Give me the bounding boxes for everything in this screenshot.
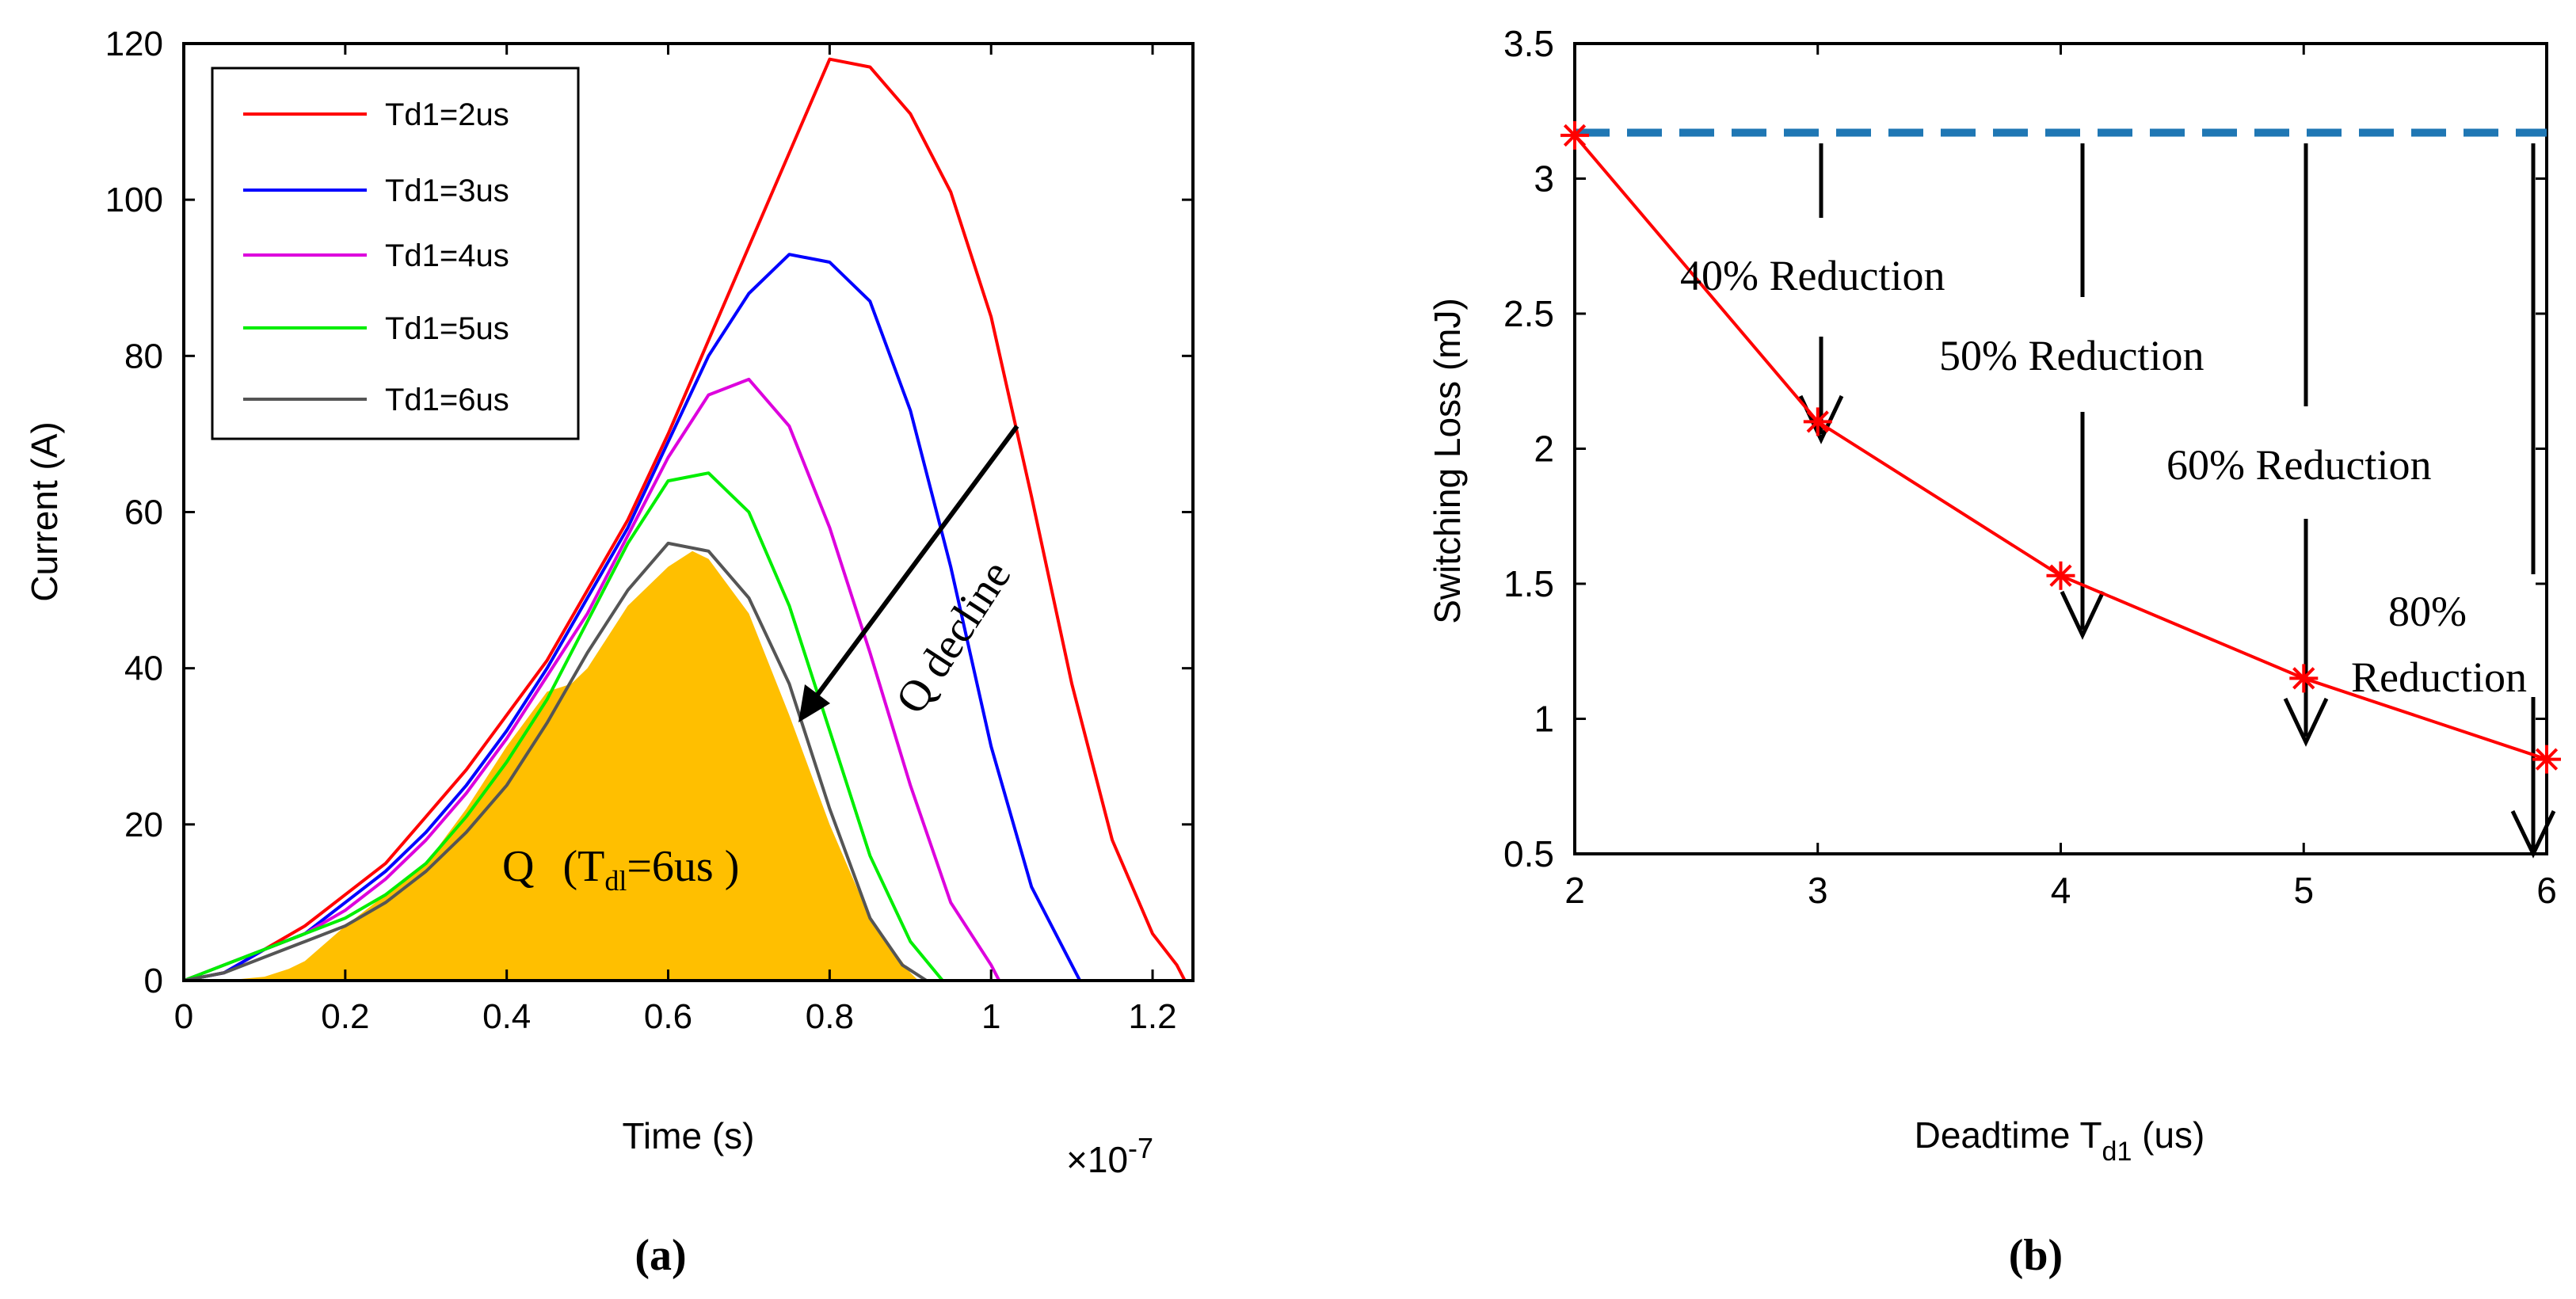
a-legend-label-td1-4us: Td1=4us — [385, 238, 509, 273]
a-legend-label-td1-2us: Td1=2us — [385, 97, 509, 132]
a-legend-label-td1-6us: Td1=6us — [385, 383, 509, 417]
b-arrow-50-head — [2060, 590, 2105, 640]
a-x-tick-label: 1 — [981, 997, 1000, 1036]
b-arrow-80-head — [2510, 809, 2556, 859]
a-axis-ticks: 0 0.2 0.4 0.6 0.8 1 1.2 0 20 40 60 80 100 120 — [105, 25, 1193, 1036]
b-y-tick-label: 3 — [1534, 158, 1554, 200]
a-q-subscript: dl — [604, 865, 627, 897]
b-reduction-40-label: 40% Reduction — [1680, 252, 1945, 299]
a-charge-area — [184, 550, 919, 981]
b-x-tick-label: 5 — [2293, 870, 2314, 911]
a-series-line-td1-4us — [183, 377, 1001, 982]
b-arrow-60-head — [2283, 697, 2329, 747]
a-x-tick-label: 0.8 — [806, 997, 854, 1036]
a-y-tick-label: 60 — [124, 493, 163, 532]
b-reduction-80-line1: 80% — [2388, 588, 2467, 635]
b-y-tick-label: 1.5 — [1503, 563, 1554, 604]
b-data-point-marker — [2532, 745, 2561, 774]
a-x-multiplier: ×10-7 — [1066, 1132, 1153, 1180]
a-x-tick-label: 0.2 — [321, 997, 369, 1036]
a-q-rest: =6us ) — [627, 842, 739, 891]
a-series-line-td1-3us — [183, 253, 1082, 982]
b-x-tick-label: 2 — [1564, 870, 1585, 911]
b-x-tick-label: 6 — [2536, 870, 2557, 911]
a-y-tick-label: 40 — [124, 650, 163, 688]
a-y-tick-label: 100 — [105, 181, 163, 219]
b-marker-stroke — [1806, 410, 1829, 433]
b-y-axis-label: Switching Loss (mJ) — [1427, 298, 1468, 624]
b-marker-stroke — [2292, 667, 2315, 690]
b-x-label-sub: d1 — [2102, 1137, 2132, 1167]
b-x-label-main: Deadtime T — [1915, 1114, 2102, 1156]
a-y-tick-label: 20 — [124, 806, 163, 844]
b-reduction-50-label: 50% Reduction — [1939, 332, 2204, 379]
a-panel-label: (a) — [634, 1231, 686, 1280]
panel-a-chart: 0 0.2 0.4 0.6 0.8 1 1.2 0 20 40 60 80 100 120 Td1=2us… — [24, 25, 1195, 1280]
b-reduction-80-line2: Reduction — [2351, 653, 2527, 701]
a-x-tick-label: 0.6 — [644, 997, 692, 1036]
a-y-tick-label: 120 — [105, 25, 163, 63]
a-x-tick-label: 0 — [174, 997, 193, 1036]
a-legend: Td1=2us Td1=3us Td1=4us Td1=5us Td1=6us — [211, 67, 580, 440]
a-legend-label-td1-3us: Td1=3us — [385, 173, 509, 208]
a-y-tick-label: 80 — [124, 337, 163, 375]
b-data-point-marker — [1560, 120, 1589, 150]
a-decline-arrow-shaft — [804, 425, 1019, 711]
b-x-tick-label: 3 — [1808, 870, 1828, 911]
b-data-point-marker — [2289, 664, 2319, 693]
panel-b-chart: 2 3 4 5 6 0.5 1 1.5 2 2.5 3 3.5 40% Reduction 50% R… — [1427, 23, 2561, 1280]
a-q-label: Q (Tdl=6us ) — [502, 842, 739, 897]
b-marker-stroke — [2535, 748, 2559, 771]
b-reduction-60-label: 60% Reduction — [2166, 441, 2431, 489]
b-x-tick-label: 4 — [2051, 870, 2071, 911]
a-series-line-td1-6us — [183, 541, 928, 982]
b-y-tick-label: 2 — [1534, 429, 1554, 470]
b-y-tick-label: 3.5 — [1503, 23, 1554, 64]
b-data-point-marker — [1803, 407, 1832, 436]
b-panel-label: (b) — [2009, 1231, 2063, 1280]
a-series-line-td1-5us — [183, 471, 944, 982]
a-x-multiplier-base: ×10 — [1066, 1139, 1128, 1180]
a-y-tick-label: 0 — [144, 962, 163, 1000]
b-axis-ticks: 2 3 4 5 6 0.5 1 1.5 2 2.5 3 3.5 — [1503, 23, 2557, 911]
a-charge-area-layer — [184, 550, 919, 981]
b-y-tick-label: 2.5 — [1503, 293, 1554, 334]
b-series-layer — [1560, 120, 2561, 774]
a-x-tick-label: 1.2 — [1128, 997, 1176, 1036]
a-series-lines — [183, 57, 1187, 982]
b-x-axis-label: Deadtime Td1 (us) — [1915, 1114, 2205, 1167]
b-marker-stroke — [2049, 564, 2072, 587]
a-q-letter: Q — [502, 842, 534, 891]
b-data-point-marker — [2046, 561, 2075, 590]
b-reduction-arrows — [1798, 143, 2556, 859]
b-y-tick-label: 1 — [1534, 699, 1554, 740]
a-x-axis-label: Time (s) — [623, 1115, 755, 1156]
a-q-paren: (T — [562, 842, 604, 891]
a-x-multiplier-exp: -7 — [1128, 1132, 1153, 1164]
a-legend-label-td1-5us: Td1=5us — [385, 311, 509, 346]
a-series-line-td1-2us — [183, 57, 1187, 982]
a-x-tick-label: 0.4 — [482, 997, 531, 1036]
a-decline-arrow-head — [798, 684, 830, 722]
b-y-tick-label: 0.5 — [1503, 833, 1554, 874]
b-x-label-end: (us) — [2132, 1114, 2204, 1156]
a-y-axis-label: Current (A) — [24, 421, 65, 601]
b-marker-stroke — [1563, 124, 1587, 147]
